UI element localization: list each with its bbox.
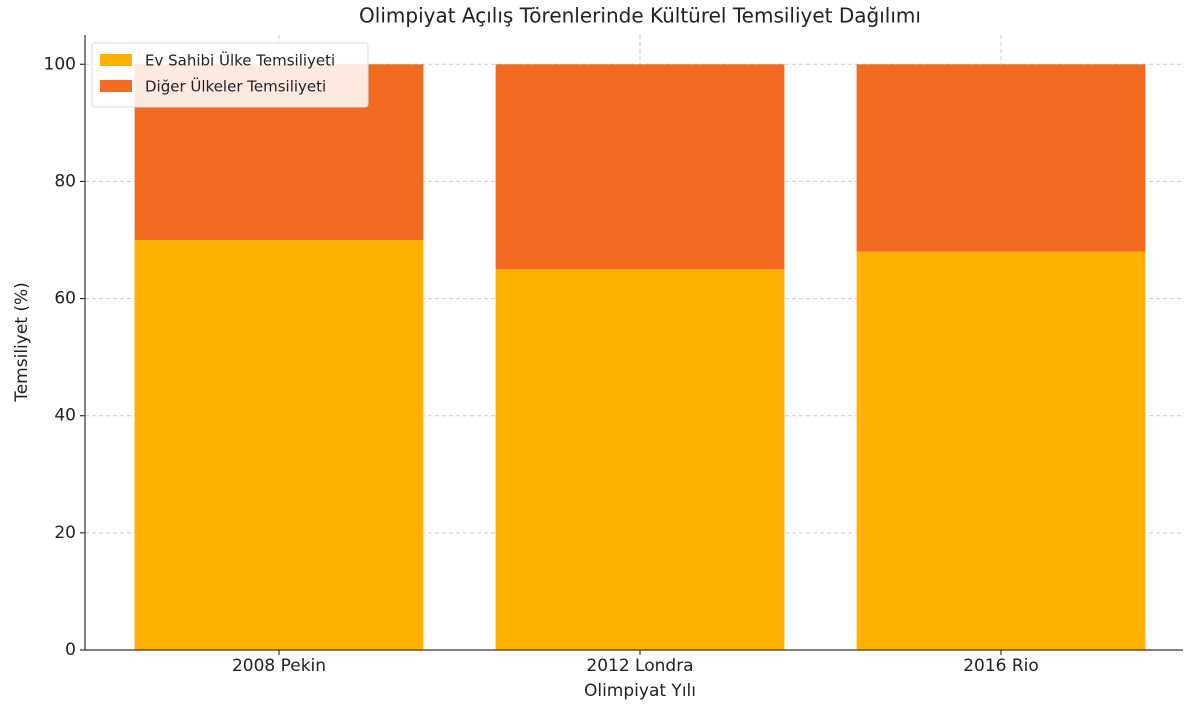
legend-box — [91, 42, 369, 108]
y-tick-label: 40 — [54, 406, 76, 426]
legend-swatch — [100, 54, 132, 66]
x-tick-label: 2012 Londra — [586, 656, 693, 676]
x-axis-label: Olimpiyat Yılı — [584, 681, 696, 701]
y-tick-label: 80 — [54, 171, 76, 191]
legend: Ev Sahibi Ülke Temsiliyeti Diğer Ülkeler … — [91, 42, 369, 108]
bar-segment — [856, 64, 1146, 252]
bar-segment — [495, 269, 785, 650]
x-tick-label: 2008 Pekin — [232, 656, 326, 676]
x-tick-label: 2016 Rio — [963, 656, 1039, 676]
chart-title: Olimpiyat Açılış Törenlerinde Kültürel T… — [359, 4, 921, 28]
y-tick-label: 0 — [65, 640, 76, 660]
y-tick-label: 20 — [54, 523, 76, 543]
bar-segment — [495, 64, 785, 270]
y-tick-label: 60 — [54, 289, 76, 309]
y-axis-label: Temsiliyet (%) — [12, 282, 32, 403]
y-tick-label: 100 — [44, 54, 76, 74]
bar-segment — [134, 240, 424, 650]
legend-label: Ev Sahibi Ülke Temsiliyeti — [145, 51, 335, 70]
bar-segment — [856, 251, 1146, 650]
legend-label: Diğer Ülkeler Temsiliyeti — [145, 77, 326, 96]
legend-swatch — [100, 80, 132, 92]
